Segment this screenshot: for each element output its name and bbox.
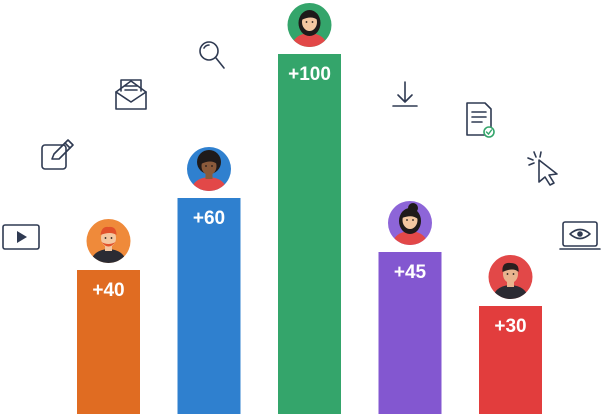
bar-value-label-3: +100 xyxy=(288,64,331,85)
avatar-woman-bun xyxy=(388,201,432,245)
document-check-icon xyxy=(466,102,495,138)
bar-4 xyxy=(378,252,442,414)
download-icon xyxy=(392,81,418,107)
avatar-man-beard xyxy=(86,219,131,263)
bar-value-label-4: +45 xyxy=(394,262,427,283)
bar-value-label-2: +60 xyxy=(193,208,225,229)
cursor-click-icon xyxy=(527,151,558,186)
monitor-eye-icon xyxy=(559,221,601,250)
avatar-woman-curly xyxy=(187,147,231,191)
avatar-woman-green xyxy=(287,3,332,47)
avatar-man-dark-hair xyxy=(488,255,533,299)
play-icon xyxy=(2,224,40,250)
edit-icon xyxy=(41,139,74,170)
mail-icon xyxy=(115,79,147,110)
bar-5 xyxy=(479,306,542,414)
bar-labels-layer: +40 +60 +100 +45 +30 xyxy=(92,64,526,337)
search-icon xyxy=(199,41,225,69)
bar-1 xyxy=(77,270,140,414)
bar-value-label-5: +30 xyxy=(494,316,526,337)
bar-2 xyxy=(177,198,241,414)
bar-3 xyxy=(278,54,341,414)
avatars-layer xyxy=(86,3,533,299)
bar-value-label-1: +40 xyxy=(92,280,124,301)
bars-layer xyxy=(77,54,542,414)
